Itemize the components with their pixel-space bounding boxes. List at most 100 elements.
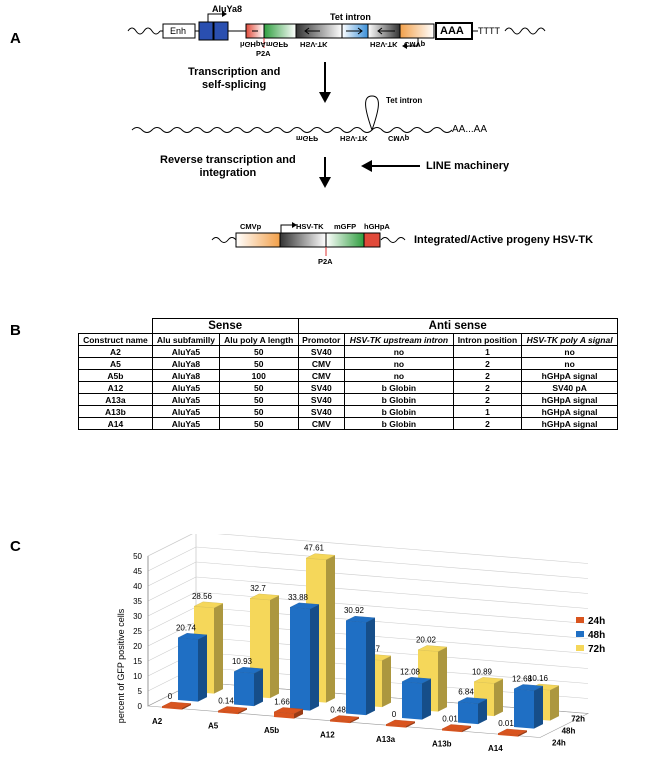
sense-header: Sense <box>151 318 299 334</box>
bar <box>498 733 518 737</box>
table-cell: CMV <box>297 369 346 382</box>
enh-label: Enh <box>170 26 187 36</box>
data-label: 12.08 <box>400 667 421 676</box>
table-cell: SV40 <box>297 381 346 394</box>
x-tick-label: A14 <box>488 744 503 753</box>
table-row: A12 AluYa5 50 SV40 b Globin 2 SV40 pA <box>78 381 618 394</box>
rna-hsvtk-label: HSV-TK <box>340 134 368 143</box>
table-row: A14 AluYa5 50 CMV b Globin 2 hGHpA signal <box>78 417 618 430</box>
grid-line <box>195 561 589 594</box>
y-tick-label: 25 <box>133 627 142 636</box>
table-cell: 2 <box>452 381 523 394</box>
wavy-right-2 <box>380 237 406 243</box>
table-cell: A14 <box>78 417 153 430</box>
table-cell: hGHpA signal <box>521 369 618 382</box>
bar <box>386 724 406 728</box>
bar <box>274 712 294 719</box>
bar-side <box>366 617 375 716</box>
bar-top <box>217 706 248 713</box>
data-label: 10.89 <box>472 667 493 676</box>
hsvtk-label: HSV-TK <box>296 222 324 231</box>
table-cell: CMV <box>297 417 346 430</box>
bar-top <box>249 593 280 601</box>
bar-top <box>329 715 360 722</box>
line-machinery-label: LINE machinery <box>426 160 510 172</box>
grid-line <box>147 561 197 587</box>
table-cell: 2 <box>452 393 523 406</box>
table-cell: AluYa5 <box>151 393 220 406</box>
rna-mgfp-label: mGFP <box>296 134 319 143</box>
reverse-transcription-label: Reverse transcription and integration <box>160 154 296 179</box>
grid-line <box>147 591 197 617</box>
table-cell: SV40 <box>297 405 346 418</box>
bar-side <box>406 721 415 728</box>
data-label: 0.48 <box>330 706 346 715</box>
grid-line <box>147 621 197 647</box>
y-tick-label: 0 <box>138 702 143 711</box>
data-label: 32.7 <box>250 584 266 593</box>
table-cell: b Globin <box>344 381 454 394</box>
data-label: 20.02 <box>416 635 437 644</box>
table-cell: 50 <box>218 357 299 370</box>
grid-line <box>147 576 197 602</box>
grid-line <box>147 606 197 632</box>
antisense-header: Anti sense <box>297 318 618 334</box>
table-cell: AluYa5 <box>151 405 220 418</box>
bar-side <box>270 595 279 699</box>
bar-side <box>422 678 431 720</box>
table-cell: A5b <box>78 369 153 382</box>
table-cell: 2 <box>452 417 523 430</box>
bar-top <box>473 677 504 684</box>
table-cell: 50 <box>218 345 299 358</box>
bar-top <box>161 701 192 709</box>
grid-line <box>147 534 193 557</box>
bar-top <box>385 719 416 727</box>
bar-top <box>513 684 544 691</box>
bar-top <box>289 602 320 610</box>
column-header: Intron position <box>452 333 523 346</box>
rna-cmvp-label: CMVp <box>388 134 410 143</box>
table-cell: b Globin <box>344 405 454 418</box>
y-tick-label: 15 <box>133 657 142 666</box>
cmvp-label: CMVp <box>240 222 262 231</box>
table-cell: 1 <box>452 405 523 418</box>
rna-wave <box>131 127 453 133</box>
legend-label: 48h <box>588 630 605 641</box>
table-cell: A12 <box>78 381 153 394</box>
bar-side <box>254 668 263 707</box>
bar-top <box>441 724 472 731</box>
bar-side <box>518 730 527 737</box>
data-label: 0.01 <box>442 715 458 724</box>
x-tick-label: A5 <box>208 722 219 731</box>
bar-top <box>273 707 304 714</box>
table-cell: AluYa8 <box>151 357 220 370</box>
column-header: HSV-TK upstream intron <box>344 333 454 346</box>
table-cell: SV40 <box>297 393 346 406</box>
cmvp-box <box>235 232 281 248</box>
bar <box>402 681 422 720</box>
intron-loop <box>365 95 379 131</box>
grid-line <box>217 534 589 564</box>
table-row: A13a AluYa5 50 SV40 b Globin 2 hGHpA signal <box>78 393 618 406</box>
wavy-line-right <box>504 27 546 35</box>
depth-label: 48h <box>562 727 576 736</box>
transcription-step-label: Transcription and self-splicing <box>188 66 281 91</box>
table-cell: SV40 pA <box>521 381 618 394</box>
table-cell: no <box>344 357 454 370</box>
table-cell: 2 <box>452 369 523 382</box>
table-cell: hGHpA signal <box>521 405 618 418</box>
bar-side <box>550 685 559 721</box>
mgfp-label: mGFP <box>334 222 357 231</box>
y-tick-label: 35 <box>133 597 142 606</box>
bar <box>178 637 198 702</box>
table-cell: b Globin <box>344 417 454 430</box>
p2a-label-1: P2A <box>256 49 271 58</box>
grid-line <box>147 546 197 572</box>
table-cell: b Globin <box>344 393 454 406</box>
y-axis-label: percent of GFP positive cells <box>116 608 126 723</box>
y-tick-label: 45 <box>133 567 142 576</box>
y-tick-label: 30 <box>133 612 142 621</box>
table-cell: AluYa8 <box>151 369 220 382</box>
panel-letter-c: C <box>10 538 21 555</box>
bar-top <box>345 616 376 623</box>
